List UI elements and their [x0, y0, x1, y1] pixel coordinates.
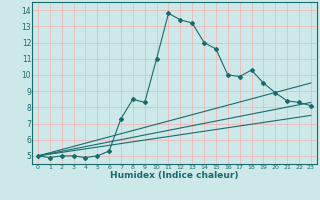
X-axis label: Humidex (Indice chaleur): Humidex (Indice chaleur) — [110, 171, 239, 180]
